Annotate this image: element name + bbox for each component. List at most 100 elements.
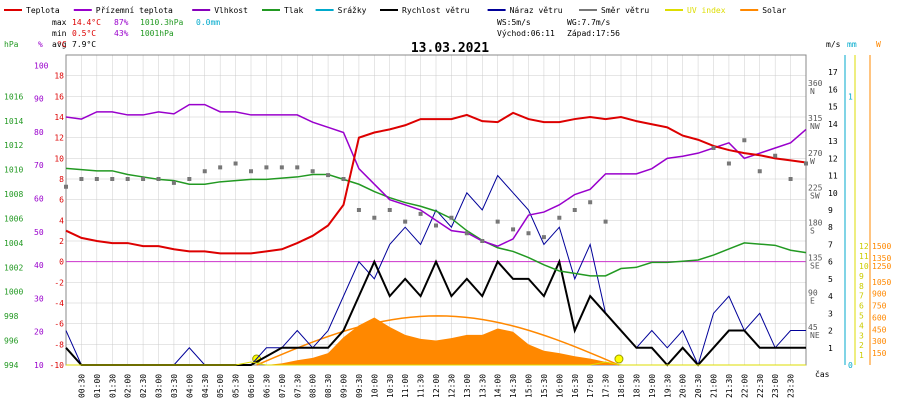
x-tick-label: 11:00 bbox=[401, 374, 410, 398]
stat-avg-label: avg bbox=[52, 40, 67, 49]
hpa-tick: 998 bbox=[4, 312, 19, 321]
direction-dot bbox=[264, 165, 269, 170]
direction-dot bbox=[372, 215, 377, 220]
hpa-tick: 1004 bbox=[4, 239, 23, 248]
x-tick-label: 00:30 bbox=[77, 374, 86, 398]
degc-tick: -6 bbox=[54, 320, 64, 329]
x-tick-label: 16:00 bbox=[555, 374, 564, 398]
ms-tick: 17 bbox=[828, 68, 838, 77]
degc-tick: 14 bbox=[54, 113, 64, 122]
dir-name: E bbox=[810, 296, 815, 305]
sun-arc bbox=[256, 315, 620, 366]
ms-tick: 8 bbox=[828, 223, 833, 232]
stat-min-temp: 0.5°C bbox=[72, 29, 96, 38]
ms-tick: 1 bbox=[828, 344, 833, 353]
direction-dot bbox=[202, 169, 207, 174]
ms-tick: 11 bbox=[828, 172, 838, 181]
ms-tick: 12 bbox=[828, 154, 838, 163]
x-tick-label: 10:00 bbox=[370, 374, 379, 398]
stat-max-pressure: 1010.3hPa bbox=[140, 18, 184, 27]
series-feels-line bbox=[65, 103, 807, 247]
direction-dot bbox=[387, 208, 392, 212]
x-tick-label: 21:00 bbox=[710, 374, 719, 398]
direction-dot bbox=[310, 169, 315, 174]
dir-tick: 135 bbox=[808, 253, 823, 262]
direction-dot bbox=[711, 146, 716, 150]
direction-dot bbox=[541, 235, 546, 240]
x-tick-label: 18:00 bbox=[617, 374, 626, 398]
dir-tick: 45 bbox=[808, 323, 818, 332]
mm-unit: mm bbox=[847, 40, 857, 49]
direction-dot bbox=[279, 165, 284, 170]
hpa-unit: hPa bbox=[4, 40, 19, 49]
pct-unit: % bbox=[38, 40, 43, 49]
mm-tick-bottom: 0 bbox=[848, 361, 853, 370]
direction-dot bbox=[403, 219, 408, 224]
x-tick-label: 17:00 bbox=[586, 374, 595, 398]
x-tick-label: 20:30 bbox=[694, 374, 703, 398]
stat-sunrise: Východ:06:11 bbox=[497, 29, 555, 38]
direction-dot bbox=[526, 231, 531, 236]
pct-tick: 10 bbox=[34, 361, 44, 370]
ms-tick: 14 bbox=[828, 120, 838, 129]
direction-dot bbox=[187, 177, 192, 181]
pct-tick: 20 bbox=[34, 328, 44, 337]
stat-min-label: min bbox=[52, 29, 67, 38]
direction-dot bbox=[356, 208, 361, 212]
pct-tick: 40 bbox=[34, 261, 44, 270]
direction-dot bbox=[449, 215, 454, 220]
direction-dot bbox=[141, 177, 146, 181]
direction-dot bbox=[464, 231, 469, 236]
ms-tick: 5 bbox=[828, 275, 833, 284]
x-tick-label: 14:30 bbox=[509, 374, 518, 398]
degc-tick: 8 bbox=[59, 175, 64, 184]
legend-label-direction: Směr větru bbox=[601, 6, 649, 15]
degc-tick: -4 bbox=[54, 299, 64, 308]
series-gust-line bbox=[65, 174, 806, 367]
uv-tick: 12 bbox=[859, 242, 869, 251]
pct-tick: 60 bbox=[34, 195, 44, 204]
x-tick-label: 22:00 bbox=[740, 374, 749, 398]
direction-dot bbox=[557, 215, 562, 220]
dir-name: NW bbox=[810, 122, 820, 131]
legend-label-feels: Přízemní teplota bbox=[96, 6, 173, 15]
pct-tick: 70 bbox=[34, 161, 44, 170]
w-tick: 1050 bbox=[872, 278, 891, 287]
uv-tick: 7 bbox=[859, 292, 864, 301]
x-tick-label: 19:00 bbox=[648, 374, 657, 398]
direction-dot bbox=[295, 165, 300, 170]
x-tick-label: 23:00 bbox=[771, 374, 780, 398]
x-tick-label: 08:30 bbox=[324, 374, 333, 398]
x-tick-label: 09:30 bbox=[355, 374, 364, 398]
degc-tick: 10 bbox=[54, 154, 64, 163]
ms-tick: 9 bbox=[828, 206, 833, 215]
stat-wind-gust: WG:7.7m/s bbox=[567, 18, 611, 27]
dir-name: N bbox=[810, 87, 815, 96]
x-tick-label: 19:30 bbox=[663, 374, 672, 398]
x-tick-label: 14:00 bbox=[494, 374, 503, 398]
dir-tick: 360 bbox=[808, 79, 823, 88]
stat-min-humidity: 43% bbox=[114, 29, 129, 38]
ms-tick: 2 bbox=[828, 327, 833, 336]
x-tick-label: 01:00 bbox=[93, 374, 102, 398]
x-tick-label: 05:30 bbox=[232, 374, 241, 398]
ms-tick: 10 bbox=[828, 189, 838, 198]
direction-dot bbox=[171, 180, 176, 185]
direction-dot bbox=[742, 138, 747, 143]
x-tick-label: 13:00 bbox=[463, 374, 472, 398]
stat-avg-temp: 7.9°C bbox=[72, 40, 96, 49]
degc-tick: 18 bbox=[54, 72, 64, 81]
degc-tick: -8 bbox=[54, 340, 64, 349]
direction-dot bbox=[511, 227, 516, 232]
x-tick-label: 10:30 bbox=[386, 374, 395, 398]
x-tick-label: 06:00 bbox=[247, 374, 256, 398]
direction-dot bbox=[156, 177, 161, 181]
pct-tick: 30 bbox=[34, 294, 44, 303]
x-tick-label: 04:30 bbox=[201, 374, 210, 398]
direction-dot bbox=[326, 173, 331, 178]
direction-dot bbox=[480, 239, 485, 243]
ms-tick: 13 bbox=[828, 137, 838, 146]
degc-tick: 12 bbox=[54, 134, 64, 143]
w-tick: 900 bbox=[872, 290, 887, 299]
degc-tick: 0 bbox=[59, 258, 64, 267]
